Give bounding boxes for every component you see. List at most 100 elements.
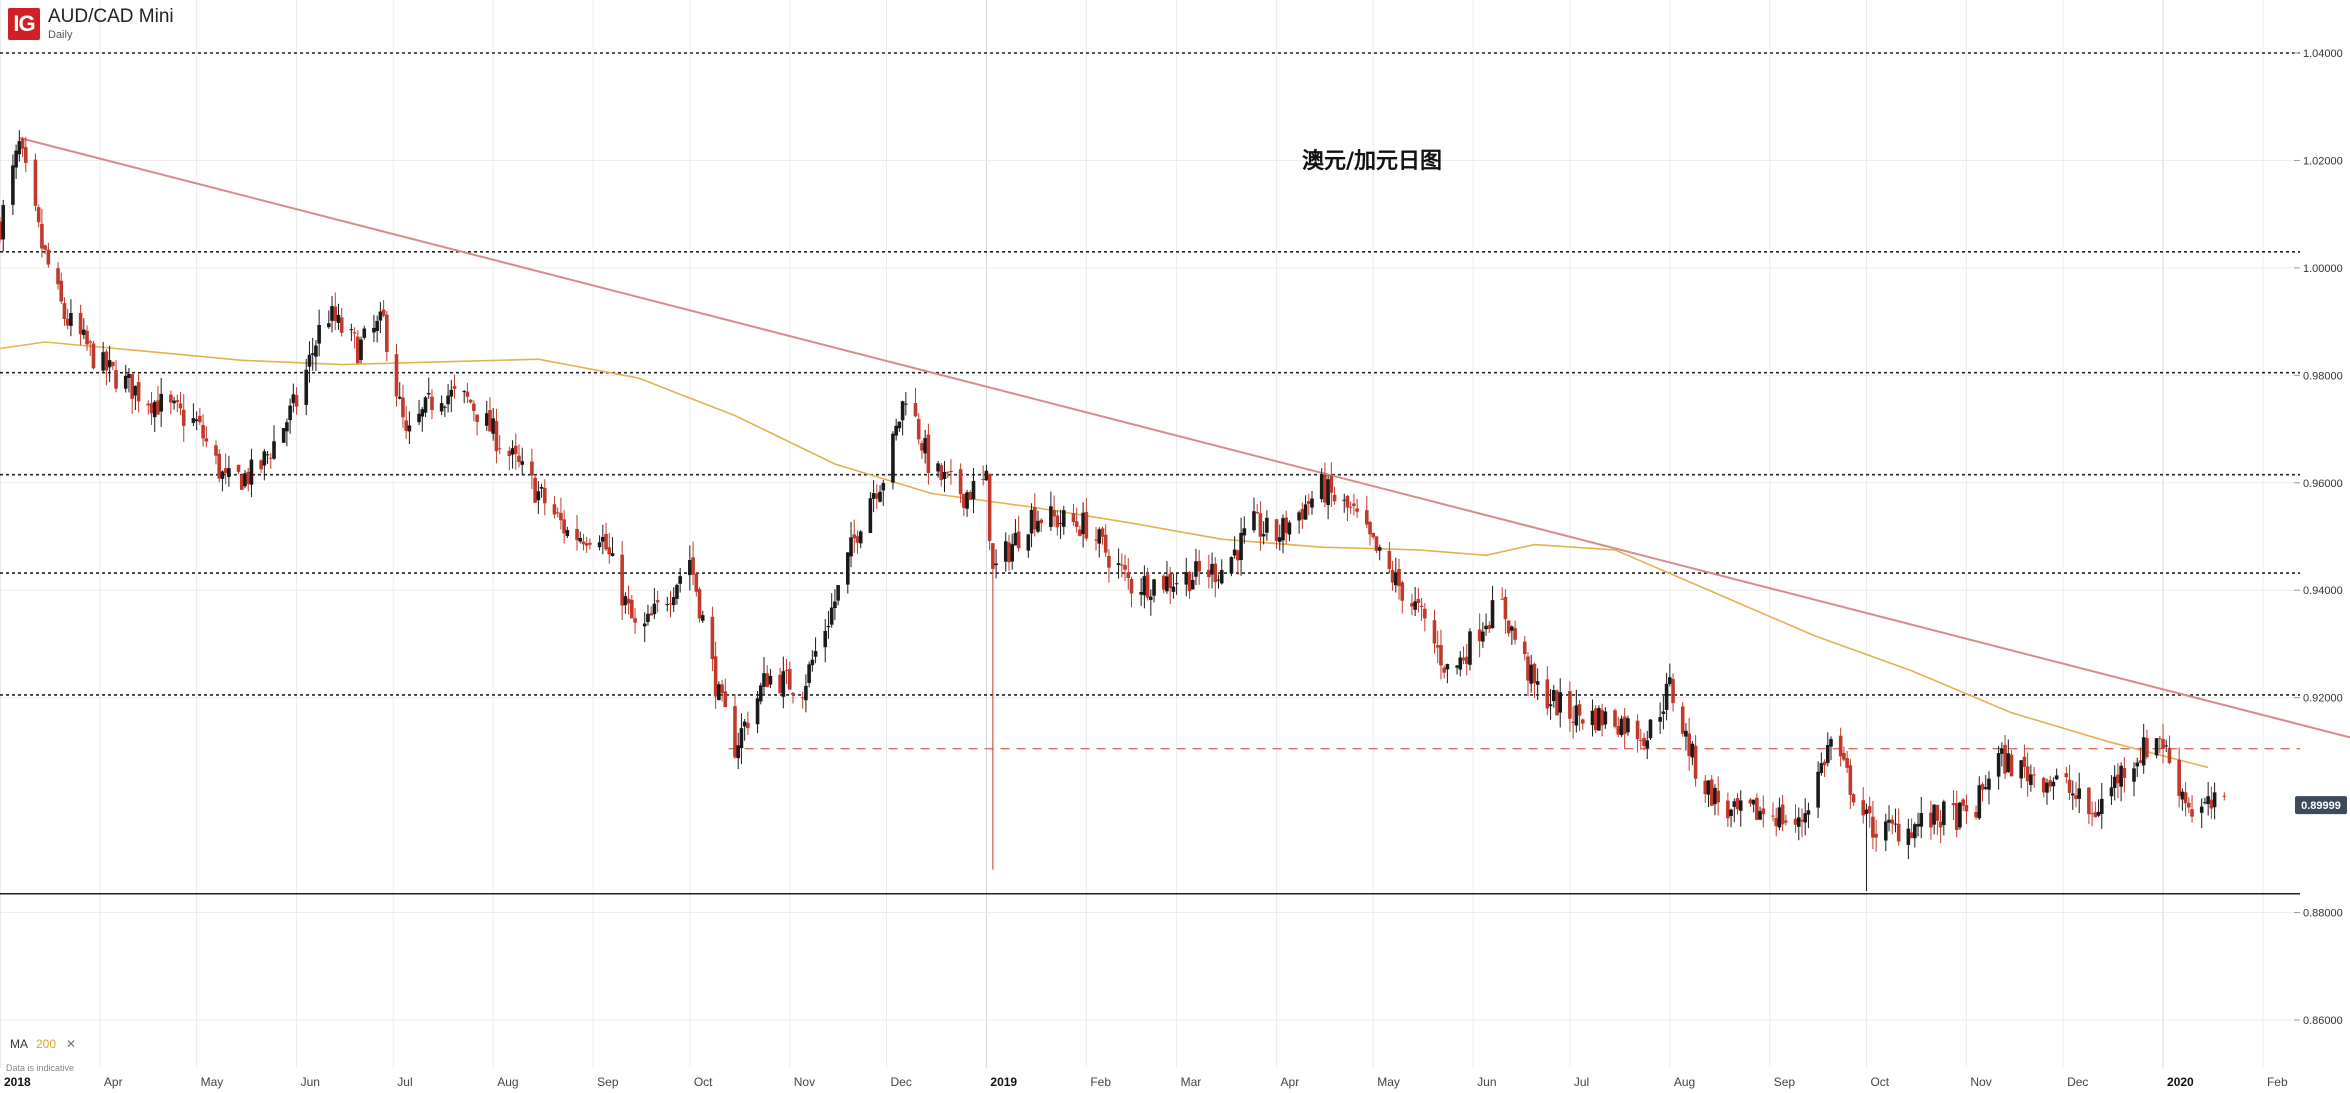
candle-body [288, 405, 292, 421]
candle-body [130, 374, 134, 399]
candle-body [1825, 745, 1830, 763]
candle-body [649, 613, 653, 616]
candle-body [1535, 681, 1540, 685]
candle-body [984, 470, 989, 481]
candle-body [581, 541, 586, 545]
candle-body [2116, 774, 2120, 784]
remove-indicator-icon[interactable]: ✕ [66, 1037, 77, 1051]
candle-body [2003, 744, 2007, 774]
candle-body [1016, 531, 1021, 549]
candle-body [262, 451, 267, 466]
candle-body [1081, 512, 1085, 535]
candle-body [127, 374, 131, 379]
candle-body [443, 406, 447, 408]
candle-body [111, 361, 115, 367]
candle-body [858, 531, 863, 544]
chart-annotation: 澳元/加元日图 [1302, 149, 1443, 174]
candle-body [11, 165, 15, 205]
candle-body [1078, 529, 1082, 536]
candle-body [20, 138, 25, 149]
y-tick-label: 0.88000 [2303, 908, 2343, 920]
candle-body [2067, 779, 2072, 793]
y-tick-label: 0.92000 [2303, 693, 2343, 705]
candle-body [1626, 718, 1630, 733]
y-tick-label: 0.94000 [2303, 585, 2343, 597]
candle-body [1236, 550, 1240, 561]
candle-body [239, 475, 244, 490]
candle-body [1616, 726, 1621, 735]
candle-body [1709, 779, 1714, 806]
candle-body [307, 354, 312, 367]
x-tick-label: Nov [794, 1075, 815, 1089]
candle-body [578, 537, 583, 542]
candle-body [1829, 739, 1833, 747]
instrument-title: AUD/CAD Mini [48, 6, 174, 27]
candle-body [314, 345, 318, 357]
candle-body [1658, 717, 1662, 722]
candle-body [2119, 765, 2123, 787]
candle-body [1977, 785, 1982, 819]
candle-body [1300, 509, 1305, 520]
candle-body [1213, 563, 1218, 583]
x-tick-label: Feb [1090, 1075, 1111, 1089]
candle-body [401, 397, 405, 418]
candle-body [1774, 817, 1779, 827]
candle-body [1242, 528, 1247, 536]
candle-body [1432, 620, 1437, 644]
last-price-label: 0.89999 [2301, 800, 2341, 812]
x-tick-label: Sep [1774, 1075, 1796, 1089]
candle-body [781, 671, 786, 697]
candle-body [1468, 631, 1472, 665]
candle-body [1600, 709, 1604, 726]
candle-body [1642, 737, 1646, 747]
candle-body [1916, 823, 1920, 827]
candle-body [1149, 596, 1153, 600]
candle-body [85, 330, 89, 345]
candle-body [1094, 539, 1098, 541]
candle-body [1574, 705, 1579, 726]
candle-body [2090, 813, 2094, 815]
candle-body [2187, 802, 2191, 808]
candle-body [1732, 801, 1737, 807]
candle-body [1103, 534, 1108, 553]
candle-body [1845, 758, 1849, 768]
x-tick-label: Feb [2267, 1075, 2288, 1089]
candle-body [513, 445, 518, 454]
candle-body [923, 437, 927, 454]
candle-body [897, 421, 902, 429]
candle-body [2022, 756, 2027, 768]
candle-body [1758, 811, 1762, 820]
candle-body [2183, 792, 2188, 804]
candle-body [2135, 762, 2140, 767]
candle-body [1252, 511, 1256, 531]
candle-body [1784, 820, 1788, 823]
candle-body [304, 369, 309, 405]
candle-body [1126, 572, 1131, 578]
candle-body [2141, 737, 2146, 766]
candle-body [1490, 600, 1495, 629]
candle-body [1635, 720, 1640, 740]
candle-body [1729, 809, 1733, 816]
candle-body [1735, 798, 1740, 810]
candle-body [800, 697, 805, 699]
candle-body [1439, 644, 1443, 666]
candle-body [678, 576, 682, 584]
candle-body [1129, 578, 1134, 594]
candle-body [868, 498, 873, 533]
candle-body [285, 422, 289, 432]
candle-body [2164, 745, 2169, 747]
candle-body [1751, 799, 1756, 805]
candle-body [1281, 518, 1285, 541]
candle-body [1303, 504, 1308, 520]
candle-body [2109, 787, 2114, 797]
candle-body [1842, 752, 1846, 760]
candle-body [420, 409, 425, 417]
candle-body [491, 418, 496, 434]
candle-body [475, 414, 479, 423]
candle-body [2045, 782, 2049, 793]
candle-body [246, 471, 251, 485]
candle-body [1954, 802, 1959, 830]
candle-body [375, 320, 379, 331]
candle-body [584, 543, 589, 546]
